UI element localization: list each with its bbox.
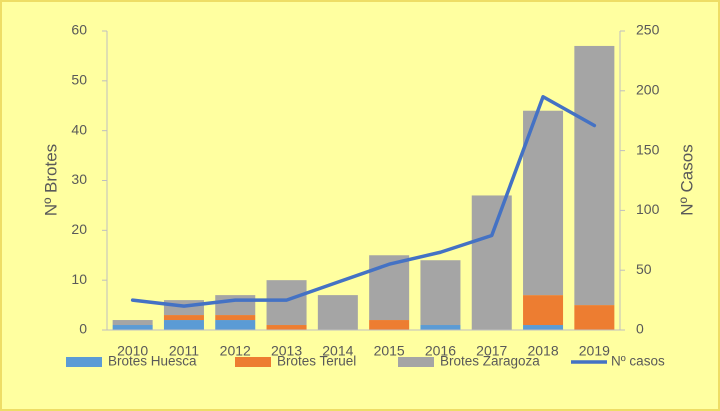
x-tick-label: 2016 [425,343,456,359]
bar [215,315,256,321]
x-tick-label: 2012 [220,343,251,359]
y2-tick-label: 150 [636,141,660,157]
bar [215,320,256,330]
bar [471,195,512,330]
y-tick-label: 10 [71,271,87,287]
y-tick-label: 30 [71,171,87,187]
bar [163,315,204,321]
bar [266,325,307,330]
y-tick-label: 0 [79,321,87,337]
y2-tick-label: 100 [636,201,660,217]
y2-tick-label: 0 [636,321,644,337]
x-tick-label: 2011 [169,343,199,359]
bar [112,320,153,326]
bar [523,325,564,330]
legend-swatch [66,357,102,367]
bar [112,325,153,330]
line [130,95,597,308]
y-axis-label: Nº Brotes [41,144,60,216]
y2-tick-label: 250 [636,22,660,38]
y-tick-label: 60 [71,22,87,38]
x-tick-label: 2013 [271,343,302,359]
legend-label: Brotes Zaragoza [440,354,540,369]
y2-tick-label: 200 [636,82,660,98]
x-tick-label: 2017 [476,343,507,359]
legend-swatch [398,357,434,367]
legend-label: Brotes Teruel [277,354,356,369]
x-tick-label: 2014 [322,343,353,359]
y-tick-label: 40 [71,121,87,137]
x-tick-label: 2010 [117,343,148,359]
bar [163,320,204,330]
y-tick-label: 20 [71,221,87,237]
bar [574,305,615,330]
bar [369,320,410,330]
bar [266,280,307,326]
x-tick-label: 2018 [527,343,558,359]
bar [574,45,615,306]
bar [420,260,461,326]
y2-tick-label: 50 [636,261,652,277]
y-tick-label: 50 [71,72,87,88]
bar [420,325,461,330]
bar [317,295,358,330]
legend-swatch [235,357,271,367]
bar [523,110,564,296]
bar [215,295,256,316]
y2-axis-label: Nº Casos [677,144,696,215]
bar [523,295,564,326]
x-tick-label: 2015 [374,343,405,359]
legend-label: Nº casos [611,354,665,369]
legend-label: Brotes Huesca [108,354,197,369]
x-tick-label: 2019 [579,343,610,359]
